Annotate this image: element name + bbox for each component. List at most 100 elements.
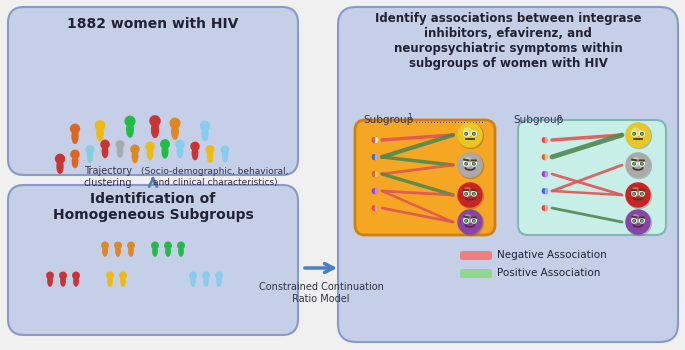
Bar <box>545 138 546 142</box>
Circle shape <box>626 124 651 149</box>
Ellipse shape <box>132 150 138 162</box>
Text: Subgroup: Subgroup <box>363 115 413 125</box>
Circle shape <box>471 218 476 223</box>
Circle shape <box>464 218 469 223</box>
Circle shape <box>473 163 475 164</box>
Circle shape <box>626 183 651 209</box>
Circle shape <box>633 219 636 222</box>
FancyBboxPatch shape <box>355 120 495 235</box>
Ellipse shape <box>162 145 168 158</box>
Ellipse shape <box>208 150 212 162</box>
Ellipse shape <box>545 189 547 193</box>
Circle shape <box>458 183 484 209</box>
Circle shape <box>71 150 79 159</box>
Circle shape <box>639 131 644 136</box>
Ellipse shape <box>373 138 375 142</box>
Bar <box>374 189 376 193</box>
Circle shape <box>95 121 105 130</box>
Ellipse shape <box>373 155 375 159</box>
Circle shape <box>632 215 640 223</box>
Text: Constrained Continuation
Ratio Model: Constrained Continuation Ratio Model <box>258 282 384 303</box>
Circle shape <box>634 220 635 222</box>
Circle shape <box>465 133 467 135</box>
Ellipse shape <box>102 145 108 158</box>
Ellipse shape <box>73 155 77 168</box>
Circle shape <box>639 191 644 196</box>
Ellipse shape <box>166 246 170 256</box>
Ellipse shape <box>202 126 208 140</box>
Circle shape <box>633 193 636 195</box>
Ellipse shape <box>179 246 183 256</box>
Circle shape <box>463 128 472 136</box>
Circle shape <box>178 242 184 249</box>
Circle shape <box>86 146 94 153</box>
Ellipse shape <box>375 189 377 193</box>
Circle shape <box>473 193 475 195</box>
Circle shape <box>632 128 640 136</box>
Ellipse shape <box>543 138 545 142</box>
Ellipse shape <box>57 160 63 173</box>
Bar <box>544 155 546 159</box>
Circle shape <box>639 161 644 166</box>
Circle shape <box>632 218 636 223</box>
Circle shape <box>632 188 640 196</box>
Bar <box>374 172 376 176</box>
Circle shape <box>464 191 469 196</box>
Circle shape <box>632 191 636 196</box>
Text: Negative Association: Negative Association <box>497 251 607 260</box>
Circle shape <box>626 210 650 234</box>
Circle shape <box>161 140 169 148</box>
Circle shape <box>458 183 482 207</box>
Circle shape <box>465 163 467 165</box>
Bar <box>544 172 546 176</box>
Ellipse shape <box>373 206 375 210</box>
Bar <box>375 138 376 142</box>
FancyBboxPatch shape <box>8 185 298 335</box>
Circle shape <box>640 193 643 195</box>
Ellipse shape <box>72 130 78 143</box>
Circle shape <box>634 133 635 134</box>
Ellipse shape <box>545 206 547 210</box>
Ellipse shape <box>127 122 134 137</box>
Circle shape <box>107 272 113 279</box>
Text: Identify associations between integrase
inhibitors, efavirenz, and
neuropsychiat: Identify associations between integrase … <box>375 12 641 70</box>
Circle shape <box>128 242 134 249</box>
Ellipse shape <box>129 246 133 256</box>
Circle shape <box>465 193 467 195</box>
Circle shape <box>201 121 210 130</box>
Circle shape <box>73 272 79 279</box>
Circle shape <box>60 272 66 279</box>
Circle shape <box>458 210 484 236</box>
Circle shape <box>640 133 643 135</box>
Circle shape <box>221 146 229 154</box>
Circle shape <box>632 161 636 166</box>
Bar <box>375 189 376 193</box>
Circle shape <box>152 242 158 249</box>
Circle shape <box>146 142 154 150</box>
Ellipse shape <box>543 189 545 193</box>
Bar <box>545 189 546 193</box>
Circle shape <box>101 140 109 148</box>
Bar <box>375 172 376 176</box>
Circle shape <box>102 242 108 249</box>
Ellipse shape <box>373 172 375 176</box>
Circle shape <box>641 133 643 134</box>
FancyBboxPatch shape <box>338 7 678 342</box>
Circle shape <box>458 124 484 149</box>
Circle shape <box>473 163 475 165</box>
Circle shape <box>458 153 482 177</box>
Circle shape <box>463 158 472 166</box>
Circle shape <box>473 220 475 222</box>
Bar <box>545 206 546 210</box>
Circle shape <box>464 131 469 136</box>
Text: .......................: ....................... <box>415 115 484 125</box>
Circle shape <box>640 219 643 222</box>
FancyBboxPatch shape <box>8 7 298 175</box>
Text: Trajectory
clustering: Trajectory clustering <box>84 166 132 188</box>
Circle shape <box>634 163 635 164</box>
FancyBboxPatch shape <box>460 269 492 278</box>
Ellipse shape <box>545 172 547 176</box>
Text: Subgroup: Subgroup <box>513 115 563 125</box>
Ellipse shape <box>116 246 120 256</box>
Ellipse shape <box>545 138 547 142</box>
